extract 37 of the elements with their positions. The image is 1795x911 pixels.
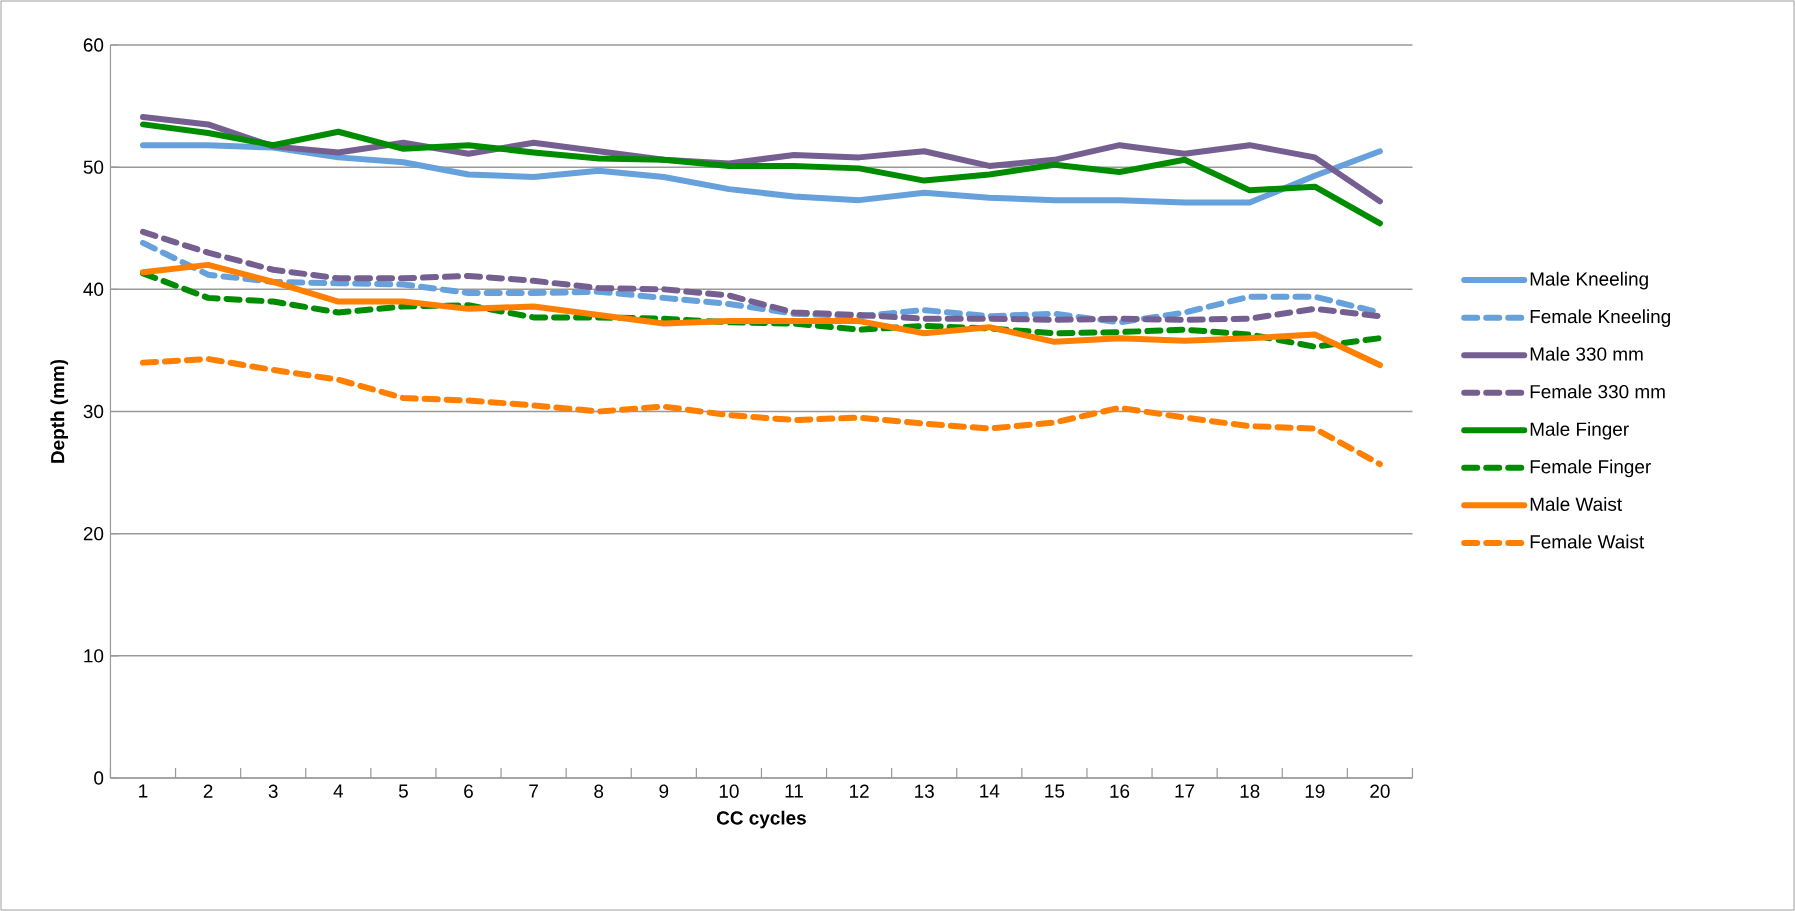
x-tick-label: 13 xyxy=(915,784,934,798)
y-tick-label: 60 xyxy=(83,38,104,52)
x-tick-label: 2 xyxy=(203,784,213,798)
x-tick-label: 19 xyxy=(1305,784,1325,798)
legend-label: Female Finger xyxy=(1530,459,1651,478)
y-tick-label: 30 xyxy=(83,404,104,419)
x-tick-label: 17 xyxy=(1175,784,1195,798)
x-tick-label: 8 xyxy=(594,784,604,798)
x-tick-label: 18 xyxy=(1240,784,1260,798)
y-axis-title: Depth (mm) xyxy=(50,359,69,463)
x-tick-label: 16 xyxy=(1110,784,1130,798)
y-tick-label: 40 xyxy=(83,282,104,297)
x-tick-label: 20 xyxy=(1370,784,1390,798)
x-tick-label: 14 xyxy=(980,784,1000,798)
y-tick-label: 10 xyxy=(84,649,104,663)
legend-label: Female Waist xyxy=(1530,534,1645,549)
legend-label: Female 330 mm xyxy=(1530,384,1665,399)
x-tick-label: 9 xyxy=(659,784,669,798)
x-tick-label: 15 xyxy=(1045,784,1065,798)
legend-label: Male Kneeling xyxy=(1530,271,1648,290)
legend-label: Male 330 mm xyxy=(1530,346,1643,361)
legend-label: Male Waist xyxy=(1530,497,1622,511)
x-tick-label: 10 xyxy=(719,784,739,798)
x-tick-label: 12 xyxy=(850,784,869,798)
x-tick-label: 7 xyxy=(529,784,538,798)
x-tick-label: 6 xyxy=(464,784,473,798)
y-tick-label: 20 xyxy=(83,526,104,541)
y-tick-label: 0 xyxy=(94,771,104,785)
x-axis-title: CC cycles xyxy=(716,810,806,829)
x-tick-label: 4 xyxy=(333,784,344,798)
legend-label: Male Finger xyxy=(1530,421,1629,440)
x-tick-label: 11 xyxy=(785,784,803,798)
legend-label: Female Kneeling xyxy=(1530,309,1670,327)
x-tick-label: 1 xyxy=(139,784,148,798)
x-tick-label: 5 xyxy=(398,784,408,798)
x-tick-label: 3 xyxy=(268,784,278,798)
y-tick-label: 50 xyxy=(83,160,104,174)
